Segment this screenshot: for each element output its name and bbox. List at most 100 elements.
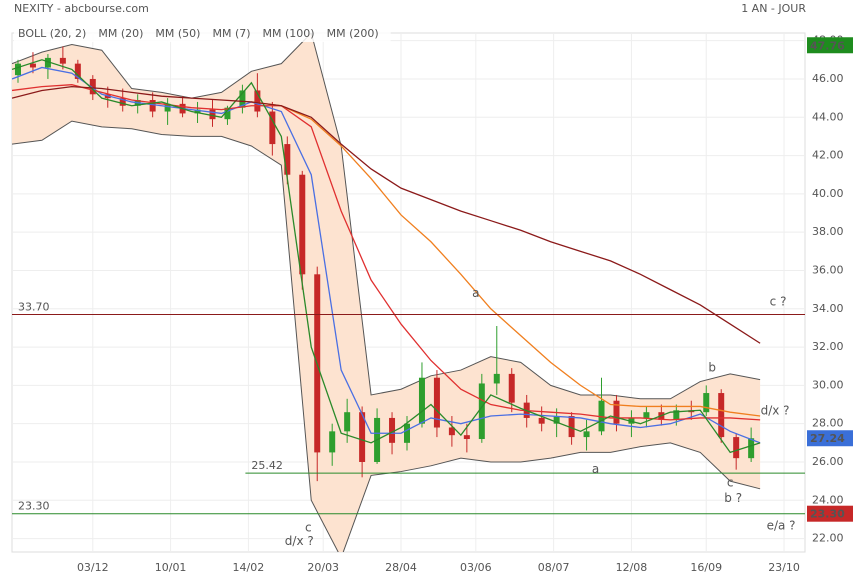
candle-body (643, 412, 650, 418)
candle-body (194, 109, 201, 114)
candle-body (44, 57, 51, 68)
y-tick-label: 36.00 (812, 263, 844, 276)
chart-title: NEXITY - abcbourse.com (14, 2, 149, 15)
candle-body (553, 416, 560, 424)
wave-annotation: a (472, 286, 479, 300)
x-tick-label: 03/12 (77, 561, 109, 574)
overlay: 22.00 24.00 26.00 28.00 30.00 32.00 34.00 36.00… (12, 26, 853, 574)
x-tick-label: 03/06 (460, 561, 492, 574)
wave-annotation: e/a ? (767, 519, 796, 533)
y-tick-label: 42.00 (812, 149, 844, 162)
candle-body (239, 90, 246, 108)
y-tick-label: 28.00 (812, 417, 844, 430)
x-tick-label: 12/08 (616, 561, 648, 574)
candle-body (493, 373, 500, 384)
wave-annotation: c (305, 521, 312, 535)
candle-body (508, 373, 515, 403)
y-tick-label: 32.00 (812, 340, 844, 353)
candle-body (613, 400, 620, 424)
candle-body (14, 63, 21, 76)
candle-body (149, 100, 156, 112)
y-tick-label: 46.00 (812, 72, 844, 85)
candle-body (284, 144, 291, 175)
y-tick-label: 44.00 (812, 110, 844, 123)
candle-body (673, 410, 680, 420)
candle-body (164, 103, 171, 112)
candle-body (344, 412, 351, 432)
y-tick-label: 30.00 (812, 378, 844, 391)
candle-body (538, 417, 545, 424)
x-tick-label: 08/07 (538, 561, 570, 574)
candle-body (359, 412, 366, 462)
x-tick-label: 23/10 (768, 561, 800, 574)
legend-entry: MM (200) (327, 27, 379, 40)
candle-body (748, 438, 755, 459)
level-label: 33.70 (18, 301, 50, 314)
candle-body (74, 63, 81, 79)
candle-body (389, 417, 396, 443)
x-tick-label: 14/02 (233, 561, 265, 574)
price-badge-label: 47.76 (810, 39, 845, 52)
legend-background (14, 26, 391, 42)
candle-body (718, 393, 725, 438)
price-badge (807, 430, 853, 447)
wave-annotation: b (708, 361, 716, 375)
candle-body (598, 400, 605, 432)
x-tick-label: 20/03 (307, 561, 339, 574)
ma-line (12, 59, 761, 454)
candle-body (568, 416, 575, 438)
level-label: 23.30 (18, 500, 50, 513)
level-label: 25.42 (251, 459, 283, 472)
wave-annotation: d/x ? (285, 534, 314, 548)
candle-body (269, 111, 276, 145)
legend-entry: MM (20) (98, 27, 143, 40)
y-tick-label: 24.00 (812, 493, 844, 506)
y-tick-label: 34.00 (812, 302, 844, 315)
candle-body (254, 90, 261, 112)
wave-annotation: d/x ? (761, 404, 790, 418)
x-tick-label: 10/01 (155, 561, 187, 574)
x-tick-label: 28/04 (385, 561, 417, 574)
price-badge (807, 37, 853, 54)
candle-body (59, 57, 66, 64)
candle-body (299, 174, 306, 275)
y-tick-label: 22.00 (812, 532, 844, 545)
price-badge (807, 505, 853, 522)
price-badge-label: 27.24 (810, 432, 845, 445)
y-tick-label: 40.00 (812, 187, 844, 200)
legend-entry: MM (100) (263, 27, 315, 40)
bollinger-upper (12, 33, 761, 400)
candle-body (733, 437, 740, 459)
ma-line (12, 85, 761, 344)
candle-body (418, 377, 425, 424)
candle-body (463, 435, 470, 440)
wave-annotation: c (727, 476, 734, 490)
legend-entry: MM (50) (155, 27, 200, 40)
legend-entry: BOLL (20, 2) (18, 27, 86, 40)
wave-annotation: b ? (724, 491, 742, 505)
legend-entry: MM (7) (212, 27, 250, 40)
candle-body (119, 98, 126, 106)
wave-annotation: c ? (770, 295, 787, 309)
candle-body (209, 109, 216, 120)
wave-annotation: a (592, 462, 599, 476)
price-badge-label: 23.30 (810, 508, 845, 521)
candle-body (329, 431, 336, 453)
candle-body (448, 427, 455, 436)
ma-line (251, 101, 761, 417)
candle-body (404, 423, 411, 443)
candle-body (224, 107, 231, 120)
y-tick-label: 26.00 (812, 455, 844, 468)
x-tick-label: 16/09 (690, 561, 722, 574)
candle-body (583, 431, 590, 438)
chart-subtitle: 1 AN - JOUR (741, 2, 806, 15)
candle-body (433, 377, 440, 428)
y-tick-label: 38.00 (812, 225, 844, 238)
candle-body (703, 393, 710, 413)
ma-line (12, 84, 761, 421)
candle-body (89, 78, 96, 95)
ma-line (12, 66, 761, 444)
candle-body (478, 383, 485, 440)
candle-body (29, 63, 36, 68)
